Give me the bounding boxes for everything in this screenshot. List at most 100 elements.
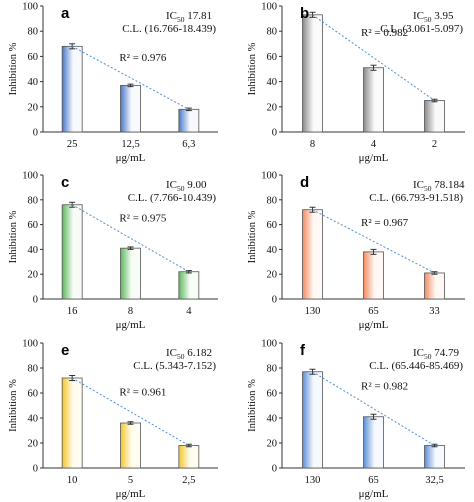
bar (120, 247, 141, 300)
x-axis-unit-label: μg/mL (116, 488, 146, 500)
bar (424, 100, 445, 133)
x-tick-label: 8 (310, 139, 315, 150)
y-tick-label: 40 (28, 414, 39, 425)
y-tick-label: 40 (28, 77, 39, 88)
bar (424, 272, 445, 300)
bar (302, 209, 323, 300)
y-tick-label: 0 (33, 464, 38, 475)
x-tick-label: 32,5 (425, 475, 443, 486)
trendline (71, 377, 190, 446)
bar (302, 371, 323, 469)
y-tick-label: 100 (22, 2, 38, 13)
panel-f: 0 20 40 60 80 100 Inhibition % 130 65 32,5 μg/mL f I… (247, 339, 465, 500)
x-axis-unit-label: μg/mL (359, 152, 389, 164)
x-axis-unit-label: μg/mL (116, 152, 146, 164)
y-tick-label: 80 (267, 195, 278, 206)
y-axis-title: Inhibition % (8, 42, 19, 95)
x-axis-unit-label: μg/mL (359, 488, 389, 500)
x-tick-label: 2 (432, 139, 437, 150)
x-tick-label: 25 (67, 139, 78, 150)
y-tick-label: 100 (22, 339, 38, 350)
y-axis-title: Inhibition % (8, 379, 19, 432)
y-tick-label: 80 (267, 364, 278, 375)
y-tick-label: 20 (28, 439, 39, 450)
r-squared-annotation: R² = 0.982 (361, 27, 408, 39)
y-tick-label: 80 (28, 27, 39, 38)
confidence-limits-annotation: C.L. (5.343-7.152) (133, 360, 216, 372)
y-tick-label: 100 (261, 2, 277, 13)
y-axis-title: Inhibition % (247, 379, 258, 432)
ic50-annotation: IC50 9.00 (166, 179, 207, 193)
x-tick-label: 130 (305, 475, 321, 486)
ic50-annotation: IC50 74.79 (413, 347, 460, 361)
y-tick-label: 40 (28, 245, 39, 256)
y-tick-label: 60 (267, 52, 278, 63)
y-tick-label: 0 (33, 128, 38, 139)
x-tick-label: 2,5 (182, 475, 195, 486)
x-tick-label: 5 (128, 475, 133, 486)
panel-d: 0 20 40 60 80 100 Inhibition % 130 65 33 μg/mL d IC5… (247, 171, 465, 331)
bar (178, 108, 200, 133)
x-axis-unit-label: μg/mL (359, 319, 389, 331)
x-tick-label: 16 (67, 306, 78, 317)
y-tick-label: 40 (267, 245, 278, 256)
x-tick-label: 65 (368, 475, 379, 486)
ic50-annotation: IC50 17.81 (166, 10, 212, 24)
y-tick-label: 20 (267, 102, 278, 113)
x-tick-label: 12,5 (121, 139, 139, 150)
y-tick-label: 20 (28, 270, 39, 281)
bar (363, 416, 384, 469)
y-tick-label: 80 (267, 27, 278, 38)
r-squared-annotation: R² = 0.976 (119, 52, 167, 64)
confidence-limits-annotation: C.L. (65.446-85.469) (369, 360, 463, 372)
panel-e: 0 20 40 60 80 100 Inhibition % 10 5 2,5 μg/mL e IC50… (8, 339, 218, 500)
trendline (312, 14, 435, 101)
panel-letter: b (300, 5, 309, 22)
panel-a: 0 20 40 60 80 100 Inhibition % 25 12,5 6,3 μg/mL a I… (8, 2, 218, 164)
y-tick-label: 20 (267, 439, 278, 450)
y-tick-label: 100 (22, 171, 38, 182)
x-axis-unit-label: μg/mL (116, 319, 146, 331)
y-tick-label: 40 (267, 414, 278, 425)
y-tick-label: 60 (28, 220, 39, 231)
r-squared-annotation: R² = 0.975 (119, 213, 167, 225)
y-tick-label: 60 (28, 52, 39, 63)
y-tick-label: 100 (261, 339, 277, 350)
y-tick-label: 60 (267, 389, 278, 400)
panel-letter: d (300, 174, 309, 191)
y-tick-label: 20 (28, 102, 39, 113)
y-tick-label: 80 (28, 195, 39, 206)
bar (363, 251, 384, 300)
trendline (71, 204, 190, 273)
bar (61, 377, 83, 469)
x-tick-label: 4 (371, 139, 377, 150)
y-tick-label: 20 (267, 270, 278, 281)
ic50-annotation: IC50 3.95 (413, 10, 454, 24)
y-tick-label: 60 (28, 389, 39, 400)
y-axis-title: Inhibition % (247, 210, 258, 263)
y-tick-label: 0 (272, 128, 277, 139)
panel-letter: f (300, 342, 306, 359)
x-tick-label: 6,3 (182, 139, 195, 150)
panel-b: 0 20 40 60 80 100 Inhibition % 8 4 2 μg/mL b IC50 3.… (247, 2, 465, 164)
y-axis-title: Inhibition % (8, 210, 19, 263)
y-tick-label: 0 (272, 295, 277, 306)
confidence-limits-annotation: C.L. (66.793-91.518) (369, 192, 463, 204)
bar (363, 67, 384, 133)
bar (178, 445, 200, 469)
confidence-limits-annotation: C.L. (7.766-10.439) (128, 192, 217, 204)
r-squared-annotation: R² = 0.982 (361, 380, 408, 392)
y-tick-label: 40 (267, 77, 278, 88)
y-tick-label: 80 (28, 364, 39, 375)
bar (120, 422, 141, 469)
x-tick-label: 10 (67, 475, 78, 486)
panel-c: 0 20 40 60 80 100 Inhibition % 16 8 4 μg/mL c IC50 9… (8, 171, 218, 331)
x-tick-label: 65 (368, 306, 379, 317)
bar (61, 204, 83, 300)
ic50-annotation: IC50 78.184 (413, 179, 465, 193)
y-tick-label: 0 (33, 295, 38, 306)
y-axis-title: Inhibition % (247, 42, 258, 95)
x-tick-label: 4 (186, 306, 192, 317)
panel-letter: a (61, 5, 70, 22)
x-tick-label: 130 (305, 306, 321, 317)
